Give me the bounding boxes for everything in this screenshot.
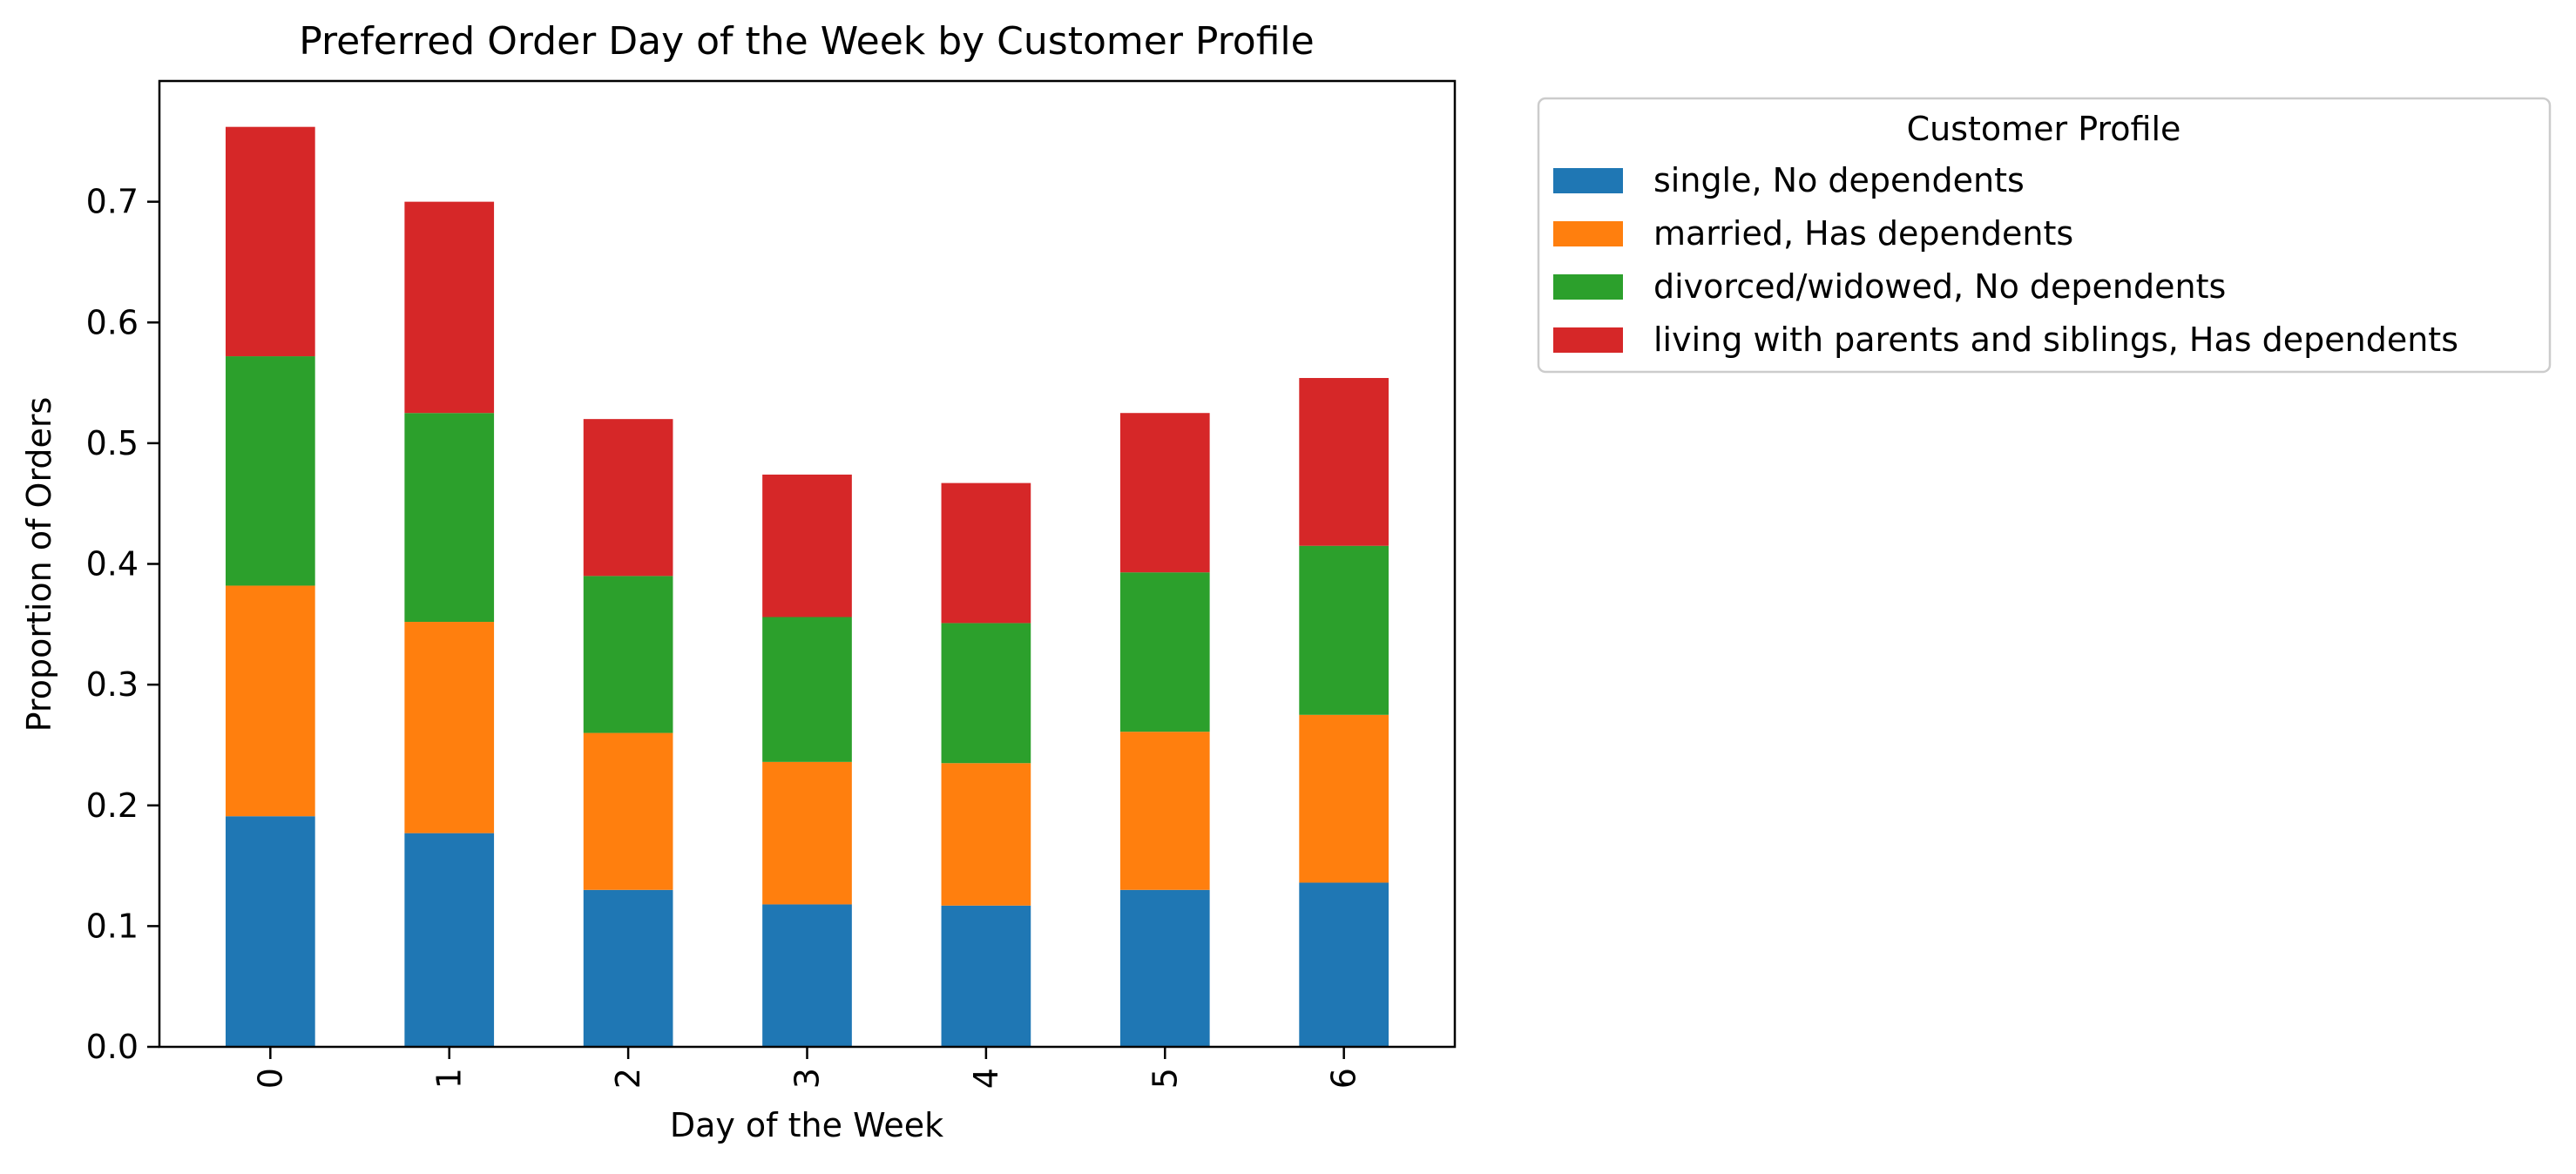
chart-title: Preferred Order Day of the Week by Custo… [299, 19, 1314, 64]
bar-segment-day-6-series-3 [1299, 378, 1389, 546]
bar-segment-day-3-series-2 [762, 617, 852, 762]
plot-frame [158, 79, 1457, 1049]
bar-segment-day-6-series-2 [1299, 545, 1389, 715]
bar-segment-day-5-series-1 [1119, 732, 1210, 890]
bar-segment-day-0-series-2 [225, 356, 315, 586]
legend: Customer Profile single, No dependents ma… [1537, 97, 2552, 374]
legend-swatch [1553, 221, 1623, 246]
legend-entry-label: divorced/widowed, No dependents [1653, 267, 2226, 306]
y-tick-label: 0.0 [86, 1028, 139, 1066]
x-tick-label: 3 [788, 1068, 827, 1089]
bar-segment-day-5-series-0 [1119, 889, 1210, 1047]
bar-segment-day-0-series-3 [225, 126, 315, 357]
bar-segment-day-2-series-0 [583, 889, 673, 1047]
bar-segment-day-5-series-3 [1119, 413, 1210, 573]
legend-items: single, No dependents married, Has depend… [1553, 161, 2458, 359]
bars-layer [225, 126, 1389, 1047]
y-tick-label: 0.4 [86, 545, 139, 584]
bar-segment-day-4-series-2 [941, 623, 1031, 764]
legend-entry-label: single, No dependents [1653, 161, 2025, 199]
x-tick-label: 1 [430, 1068, 469, 1089]
bar-segment-day-1-series-0 [404, 833, 495, 1047]
bar-segment-day-2-series-1 [583, 732, 673, 890]
y-tick-label: 0.7 [86, 183, 139, 221]
x-tick-label: 5 [1146, 1068, 1184, 1089]
y-tick-label: 0.2 [86, 786, 139, 825]
bar-segment-day-4-series-0 [941, 905, 1031, 1047]
bar-segment-day-2-series-3 [583, 419, 673, 577]
y-axis-label: Proportion of Orders [20, 397, 58, 732]
bar-segment-day-1-series-3 [404, 201, 495, 414]
bar-segment-day-1-series-1 [404, 622, 495, 833]
bar-segment-day-3-series-1 [762, 761, 852, 905]
legend-entry-label: married, Has dependents [1653, 214, 2073, 253]
bar-segment-day-3-series-0 [762, 904, 852, 1047]
bar-segment-day-3-series-3 [762, 474, 852, 617]
bar-segment-day-4-series-3 [941, 482, 1031, 624]
bar-segment-day-1-series-2 [404, 413, 495, 623]
x-axis: 0 1 2 3 4 5 6 [251, 1047, 1363, 1089]
y-tick-label: 0.5 [86, 424, 139, 462]
bar-segment-day-5-series-2 [1119, 572, 1210, 732]
bar-segment-day-0-series-1 [225, 585, 315, 817]
bar-segment-day-6-series-0 [1299, 882, 1389, 1047]
y-tick-label: 0.3 [86, 665, 139, 704]
x-tick-label: 2 [609, 1068, 647, 1089]
legend-title: Customer Profile [1907, 110, 2181, 148]
legend-swatch [1553, 274, 1623, 300]
legend-entry-label: living with parents and siblings, Has de… [1653, 320, 2458, 359]
y-tick-label: 0.1 [86, 907, 139, 945]
legend-swatch [1553, 168, 1623, 193]
bar-segment-day-4-series-1 [941, 763, 1031, 906]
bar-segment-day-6-series-1 [1299, 714, 1389, 883]
bar-segment-day-2-series-2 [583, 576, 673, 733]
legend-frame [1537, 97, 2552, 374]
legend-swatch [1553, 327, 1623, 353]
x-tick-label: 4 [967, 1068, 1005, 1089]
y-axis: 0.0 0.1 0.2 0.3 0.4 0.5 0.6 0.7 [86, 183, 159, 1066]
bar-segment-day-0-series-0 [225, 816, 315, 1047]
y-tick-label: 0.6 [86, 303, 139, 341]
x-tick-label: 0 [251, 1068, 289, 1089]
x-axis-label: Day of the Week [670, 1106, 943, 1144]
x-tick-label: 6 [1325, 1068, 1363, 1089]
